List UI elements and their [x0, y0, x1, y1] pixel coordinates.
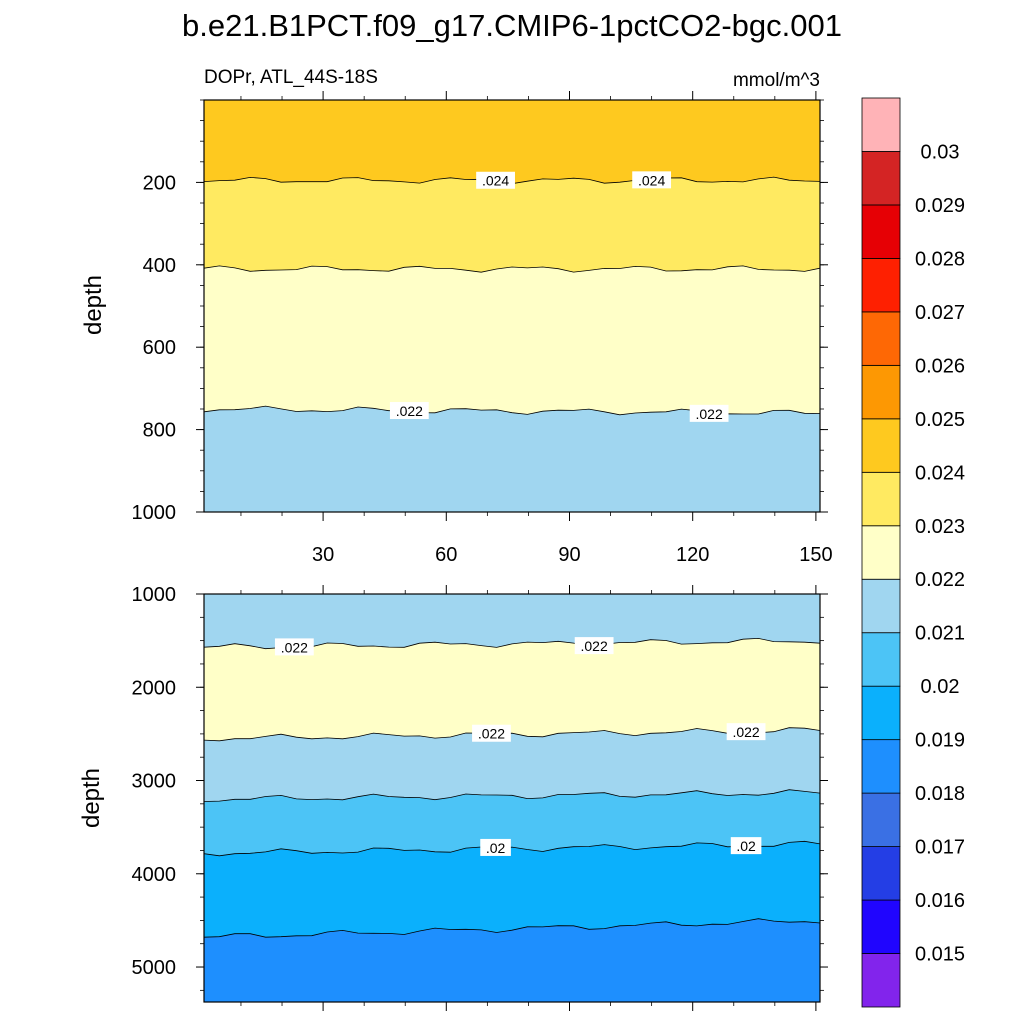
x-tick-label: 60 [435, 544, 457, 566]
colorbar-swatch [861, 953, 901, 1008]
upper-plot-area: .024 .024 .022 .022 [204, 100, 820, 512]
lower-contour-label-box [730, 837, 762, 855]
colorbar-label: 0.016 [915, 890, 965, 912]
colorbar-label: 0.027 [915, 302, 965, 324]
colorbar-label: 0.015 [915, 944, 965, 966]
lower-band-2 [204, 727, 820, 802]
lower-contour-label-box [574, 637, 614, 655]
colorbar-swatch [861, 792, 901, 847]
units-label: mmol/m^3 [733, 70, 820, 91]
x-tick-label: 30 [312, 544, 334, 566]
colorbar-swatch [861, 899, 901, 954]
upper-contour-label-box [689, 404, 729, 422]
lower-contour-line-2 [204, 789, 820, 802]
colorbar-swatch [861, 685, 901, 741]
upper-contour-label: .024 [638, 172, 665, 188]
upper-band-3 [204, 406, 820, 512]
colorbar-swatch [861, 632, 901, 687]
colorbar-swatch [861, 364, 901, 420]
lower-band-1 [204, 638, 820, 741]
upper-contour-line-1 [204, 265, 820, 273]
x-tick-label: 150 [799, 544, 832, 566]
lower-band-3 [204, 789, 820, 856]
upper-contour-label-box [632, 171, 672, 189]
colorbar-label: 0.02 [921, 676, 960, 698]
lower-contour-line-3 [204, 840, 820, 857]
colorbar-swatch [861, 204, 901, 259]
variable-region-label: DOPr, ATL_44S-18S [204, 67, 378, 88]
upper-band-1 [204, 177, 820, 273]
upper-y-tick-label: 1000 [132, 502, 177, 524]
upper-band-2 [204, 265, 820, 415]
colorbar-label: 0.029 [915, 195, 965, 217]
colorbar-label: 0.025 [915, 409, 965, 431]
lower-y-tick-label: 1000 [132, 584, 177, 606]
lower-contour-label: .022 [732, 724, 759, 740]
lower-frame [203, 593, 821, 1003]
colorbar-swatch [861, 578, 901, 634]
colorbar-label: 0.024 [915, 462, 965, 484]
colorbar-swatch [861, 311, 901, 366]
lower-contour-label: .022 [581, 638, 608, 654]
upper-y-tick-label: 400 [143, 255, 176, 277]
colorbar-label: 0.03 [921, 141, 960, 163]
upper-y-tick-label: 200 [143, 172, 176, 194]
x-tick-label: 90 [558, 544, 580, 566]
lower-plot-area: .022 .022 .022 .022 .02 .02 [204, 594, 820, 1002]
lower-y-tick-label: 3000 [132, 771, 177, 793]
lower-y-tick-label: 4000 [132, 864, 177, 886]
colorbar-label: 0.023 [915, 516, 965, 538]
colorbar-swatch [861, 418, 901, 473]
lower-contour-label: .02 [486, 840, 506, 856]
lower-y-axis-label: depth [78, 768, 105, 828]
upper-contour-label-box [389, 402, 429, 420]
colorbar-swatch [861, 258, 901, 313]
colorbar-swatch [861, 525, 901, 580]
lower-contour-label: .022 [478, 726, 505, 742]
lower-contour-label-box [726, 723, 766, 741]
colorbar-swatch [861, 471, 901, 527]
lower-contour-line-4 [204, 918, 820, 938]
colorbar-label: 0.018 [915, 783, 965, 805]
upper-contour-label: .022 [396, 403, 423, 419]
upper-panel: .024 .024 .022 .022 200 400 600 800 1000 30 60 90 12… [132, 91, 833, 566]
upper-y-tick-label: 800 [143, 420, 176, 442]
upper-y-axis-label: depth [80, 275, 107, 335]
lower-y-tick-label: 5000 [132, 957, 177, 979]
colorbar-label: 0.022 [915, 569, 965, 591]
upper-band-0 [204, 100, 820, 184]
upper-contour-label: .024 [482, 173, 509, 189]
lower-band-0 [204, 594, 820, 649]
colorbar-swatch [861, 151, 901, 206]
colorbar-label: 0.021 [915, 623, 965, 645]
colorbar-swatch [861, 97, 901, 152]
colorbar-label: 0.026 [915, 355, 965, 377]
x-tick-label: 120 [676, 544, 709, 566]
colorbar-label: 0.017 [915, 837, 965, 859]
colorbar-label: 0.028 [915, 248, 965, 270]
lower-contour-label-box [472, 724, 511, 742]
lower-contour-line-1 [204, 727, 820, 742]
lower-contour-label: .022 [281, 639, 308, 655]
lower-band-5 [204, 918, 820, 1002]
lower-contour-label: .02 [736, 838, 756, 854]
lower-panel: .022 .022 .022 .022 .02 .02 1000 2000 3000 4000 50… [132, 584, 828, 1011]
colorbar: 0.015 0.016 0.017 0.018 0.019 0.02 0.021 0.022 0… [861, 97, 965, 1008]
upper-contour-label-box [476, 171, 515, 189]
lower-band-4 [204, 841, 820, 938]
colorbar-swatch [861, 739, 901, 794]
lower-y-tick-label: 2000 [132, 677, 177, 699]
lower-contour-label-box [480, 838, 511, 856]
upper-y-tick-label: 600 [143, 337, 176, 359]
lower-contour-label-box [274, 638, 314, 656]
figure-title: b.e21.B1PCT.f09_g17.CMIP6-1pctCO2-bgc.00… [182, 8, 842, 43]
colorbar-label: 0.019 [915, 730, 965, 752]
upper-contour-label: .022 [695, 406, 722, 422]
colorbar-swatch [861, 846, 901, 901]
